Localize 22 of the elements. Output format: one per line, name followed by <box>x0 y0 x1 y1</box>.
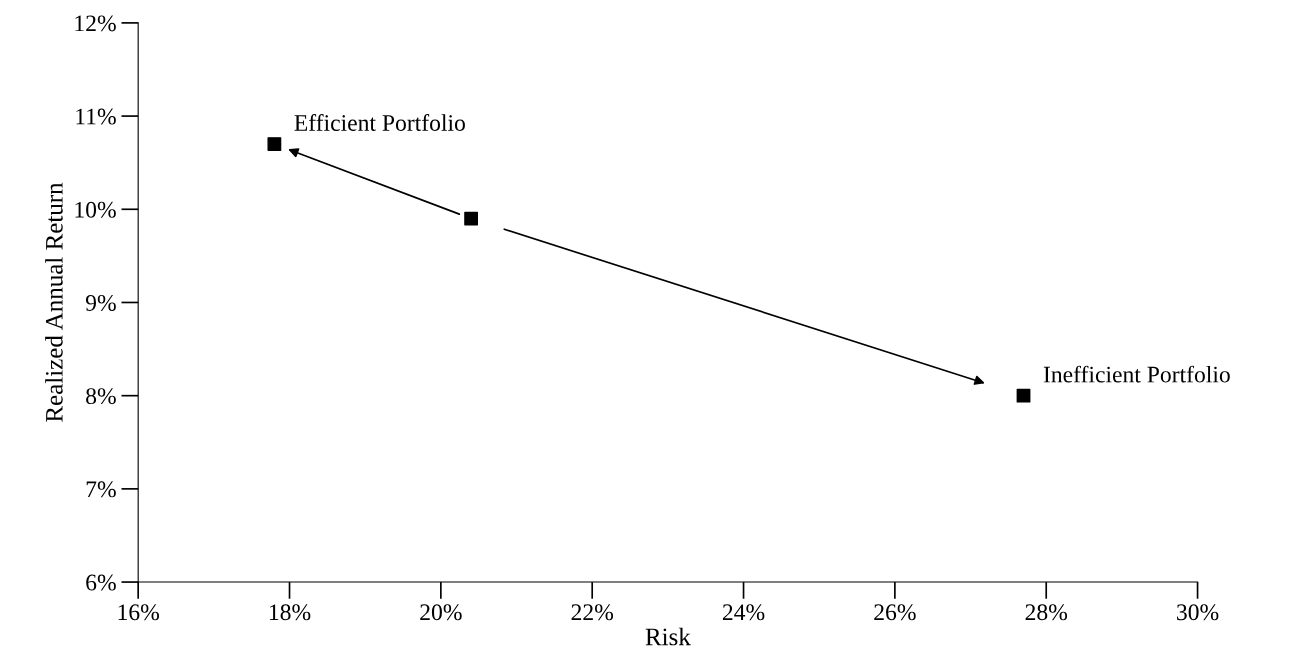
annotation: Efficient Portfolio <box>294 114 465 131</box>
x-tick-label: 16% <box>118 604 160 621</box>
y-axis-title: Realized Annual Return <box>45 182 63 422</box>
y-tick-label: 12% <box>75 15 116 32</box>
x-tick-label: 22% <box>571 604 614 621</box>
y-tick-label: 8% <box>86 388 116 405</box>
x-tick-label: 26% <box>874 604 916 621</box>
point <box>267 137 282 151</box>
y-tick-label: 6% <box>86 574 116 591</box>
point <box>464 211 479 226</box>
x-axis-title: Risk <box>645 627 691 646</box>
y-tick-label: 7% <box>86 481 116 498</box>
y-tick-label: 9% <box>85 294 116 311</box>
y-tick-label: 10% <box>75 201 116 218</box>
y-tick-label: 11% <box>76 108 116 125</box>
x-tick-label: 18% <box>269 604 311 621</box>
x-tick-label: 28% <box>1025 604 1068 621</box>
annotation: Inefficient Portfolio <box>1043 365 1230 383</box>
x-tick-label: 30% <box>1177 604 1219 621</box>
x-tick-label: 24% <box>722 604 765 621</box>
point <box>1016 388 1031 403</box>
x-tick-label: 20% <box>420 604 462 621</box>
